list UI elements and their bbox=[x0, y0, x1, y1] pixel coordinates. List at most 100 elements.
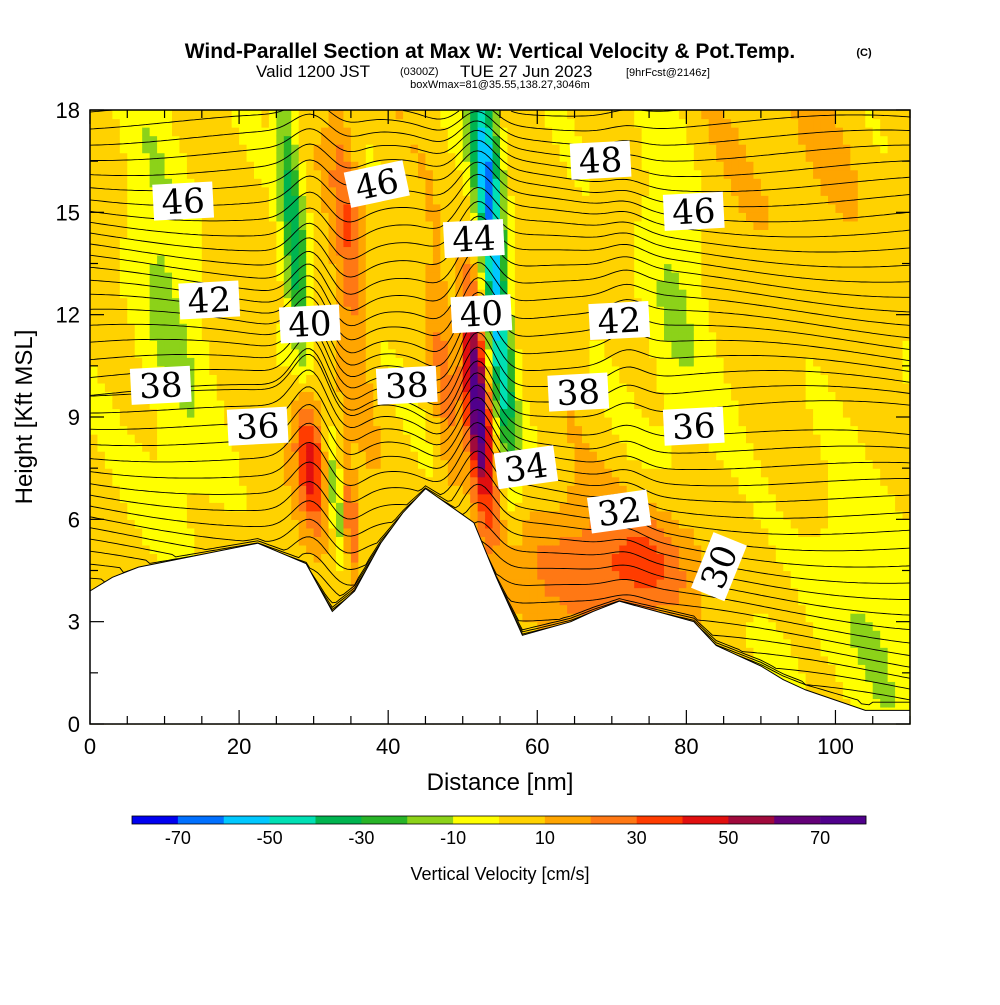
velocity-cell bbox=[500, 357, 509, 367]
velocity-cell bbox=[462, 391, 471, 401]
velocity-cell bbox=[209, 365, 218, 375]
velocity-cell bbox=[268, 263, 277, 273]
velocity-cell bbox=[574, 195, 583, 205]
velocity-cell bbox=[149, 519, 158, 529]
velocity-cell bbox=[164, 118, 173, 128]
velocity-cell bbox=[380, 476, 389, 486]
velocity-cell bbox=[179, 144, 188, 154]
velocity-cell bbox=[142, 169, 151, 179]
velocity-cell bbox=[380, 220, 389, 230]
velocity-cell bbox=[201, 229, 210, 239]
velocity-cell bbox=[500, 263, 509, 273]
velocity-cell bbox=[336, 348, 345, 358]
velocity-cell bbox=[164, 519, 173, 529]
velocity-cell bbox=[358, 493, 367, 503]
velocity-cell bbox=[164, 237, 173, 248]
velocity-cell bbox=[380, 527, 389, 537]
velocity-cell bbox=[119, 476, 128, 486]
velocity-cell bbox=[246, 127, 255, 137]
velocity-cell bbox=[194, 476, 203, 486]
velocity-cell bbox=[119, 127, 128, 137]
velocity-cell bbox=[529, 220, 538, 230]
velocity-cell bbox=[216, 519, 225, 529]
velocity-cell bbox=[306, 451, 315, 461]
velocity-cell bbox=[440, 468, 449, 478]
velocity-cell bbox=[231, 323, 240, 333]
velocity-cell bbox=[365, 442, 374, 452]
velocity-cell bbox=[90, 340, 99, 350]
velocity-cell bbox=[552, 340, 561, 350]
velocity-cell bbox=[321, 442, 330, 452]
velocity-cell bbox=[172, 476, 181, 486]
velocity-cell bbox=[268, 365, 277, 375]
velocity-cell bbox=[239, 519, 248, 529]
velocity-cell bbox=[567, 254, 576, 265]
velocity-cell bbox=[410, 331, 419, 341]
velocity-cell bbox=[425, 263, 434, 273]
velocity-cell bbox=[216, 331, 225, 341]
velocity-cell bbox=[127, 331, 136, 341]
velocity-cell bbox=[119, 561, 128, 572]
velocity-cell bbox=[440, 178, 449, 188]
velocity-cell bbox=[186, 152, 195, 162]
velocity-cell bbox=[507, 502, 516, 512]
velocity-cell bbox=[209, 272, 218, 282]
velocity-cell bbox=[224, 323, 233, 333]
velocity-cell bbox=[432, 169, 441, 179]
velocity-cell bbox=[567, 135, 576, 145]
velocity-cell bbox=[104, 169, 113, 179]
velocity-cell bbox=[201, 263, 210, 273]
velocity-cell bbox=[112, 169, 121, 179]
velocity-cell bbox=[440, 263, 449, 273]
velocity-cell bbox=[358, 399, 367, 410]
velocity-cell bbox=[574, 587, 583, 597]
velocity-cell bbox=[350, 348, 359, 358]
velocity-cell bbox=[358, 263, 367, 273]
velocity-cell bbox=[246, 237, 255, 248]
velocity-cell bbox=[432, 382, 441, 393]
velocity-cell bbox=[90, 135, 99, 145]
velocity-cell bbox=[432, 306, 441, 316]
velocity-cell bbox=[589, 485, 598, 495]
velocity-cell bbox=[403, 434, 412, 444]
velocity-cell bbox=[313, 374, 322, 384]
velocity-cell bbox=[90, 519, 99, 529]
velocity-cell bbox=[261, 331, 270, 341]
velocity-cell bbox=[582, 604, 591, 614]
velocity-cell bbox=[186, 237, 195, 248]
velocity-cell bbox=[224, 127, 233, 137]
velocity-cell bbox=[373, 144, 382, 154]
velocity-cell bbox=[455, 195, 464, 205]
velocity-cell bbox=[328, 297, 337, 307]
velocity-cell bbox=[373, 399, 382, 410]
velocity-cell bbox=[127, 323, 136, 333]
velocity-cell bbox=[425, 144, 434, 154]
velocity-cell bbox=[567, 604, 576, 614]
velocity-cell bbox=[418, 110, 427, 120]
velocity-cell bbox=[291, 280, 300, 290]
velocity-cell bbox=[343, 203, 352, 213]
velocity-cell bbox=[358, 289, 367, 299]
velocity-cell bbox=[514, 289, 523, 299]
velocity-cell bbox=[440, 280, 449, 290]
velocity-cell bbox=[268, 510, 277, 520]
velocity-cell bbox=[500, 331, 509, 341]
velocity-cell bbox=[172, 442, 181, 452]
velocity-cell bbox=[604, 553, 613, 563]
velocity-cell bbox=[268, 161, 277, 171]
velocity-cell bbox=[567, 587, 576, 597]
velocity-cell bbox=[507, 579, 516, 589]
velocity-cell bbox=[142, 178, 151, 188]
velocity-cell bbox=[574, 203, 583, 213]
velocity-cell bbox=[276, 272, 285, 282]
velocity-cell bbox=[336, 417, 345, 427]
velocity-cell bbox=[268, 169, 277, 179]
velocity-cell bbox=[343, 246, 352, 256]
velocity-cell bbox=[306, 434, 315, 444]
velocity-cell bbox=[119, 408, 128, 418]
velocity-cell bbox=[186, 348, 195, 358]
velocity-cell bbox=[522, 340, 531, 350]
velocity-cell bbox=[582, 314, 591, 324]
velocity-cell bbox=[157, 161, 166, 171]
velocity-cell bbox=[157, 127, 166, 137]
